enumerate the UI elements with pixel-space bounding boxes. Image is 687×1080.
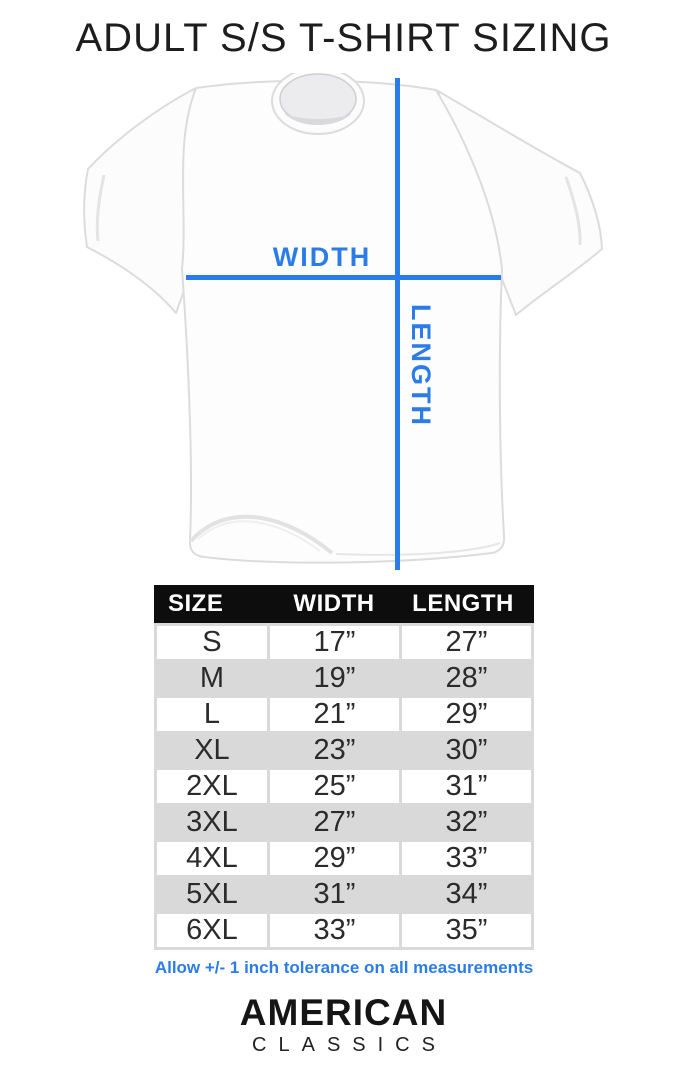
cell-width: 21” [269, 698, 399, 731]
cell-width: 17” [269, 626, 399, 659]
table-row: L 21” 29” [157, 698, 531, 731]
hem-fold-line [189, 514, 334, 555]
tshirt-right-sleeve [437, 90, 603, 316]
tshirt-graphic [83, 73, 603, 564]
cell-length: 35” [401, 914, 531, 947]
cell-length: 30” [401, 734, 531, 767]
table-row: 4XL 29” 33” [157, 842, 531, 875]
table-row: 6XL 33” 35” [157, 914, 531, 947]
cell-length: 28” [401, 662, 531, 695]
cell-size: L [157, 698, 267, 731]
cell-width: 33” [269, 914, 399, 947]
cell-width: 29” [269, 842, 399, 875]
tshirt-body [181, 79, 506, 564]
cell-width: 25” [269, 770, 399, 803]
tshirt-left-sleeve [83, 88, 213, 314]
cell-length: 34” [401, 878, 531, 911]
cell-width: 19” [269, 662, 399, 695]
cell-size: S [157, 626, 267, 659]
cell-width: 31” [269, 878, 399, 911]
left-cuff-line [95, 174, 106, 242]
cell-length: 31” [401, 770, 531, 803]
cell-size: 3XL [157, 806, 267, 839]
size-table: S 17” 27” M 19” 28” L 21” 29” XL 23” 30”… [154, 623, 534, 950]
table-row: S 17” 27” [157, 626, 531, 659]
cell-size: 6XL [157, 914, 267, 947]
column-header-width: WIDTH [293, 590, 375, 617]
hem-fold-inner-line [197, 520, 321, 552]
cell-length: 29” [401, 698, 531, 731]
cell-size: 2XL [157, 770, 267, 803]
cell-size: M [157, 662, 267, 695]
size-chart: SIZE WIDTH LENGTH S 17” 27” M 19” 28” L … [154, 585, 534, 950]
collar-shadow [284, 113, 352, 125]
column-header-size: SIZE [168, 590, 224, 617]
cell-length: 27” [401, 626, 531, 659]
cell-size: 4XL [157, 842, 267, 875]
table-row: 5XL 31” 34” [157, 878, 531, 911]
cell-length: 33” [401, 842, 531, 875]
width-measure-line [186, 275, 501, 280]
cell-size: 5XL [157, 878, 267, 911]
brand-line-american: AMERICAN [239, 992, 448, 1033]
tolerance-note: Allow +/- 1 inch tolerance on all measur… [154, 958, 534, 977]
width-label: WIDTH [272, 242, 372, 272]
tshirt-diagram: WIDTH LENGTH [74, 73, 614, 578]
brand-line-classics: CLASSICS [252, 1034, 447, 1056]
hem-stitch-line [335, 542, 501, 556]
cell-size: XL [157, 734, 267, 767]
length-label: LENGTH [406, 304, 436, 427]
page-title: ADULT S/S T-SHIRT SIZING [75, 16, 612, 60]
table-row: XL 23” 30” [157, 734, 531, 767]
table-row: M 19” 28” [157, 662, 531, 695]
cell-width: 23” [269, 734, 399, 767]
brand-logo: AMERICAN CLASSICS [0, 994, 687, 1055]
right-cuff-line [564, 176, 582, 246]
cell-length: 32” [401, 806, 531, 839]
table-row: 3XL 27” 32” [157, 806, 531, 839]
column-header-length: LENGTH [412, 590, 514, 617]
cell-width: 27” [269, 806, 399, 839]
size-chart-header: SIZE WIDTH LENGTH [154, 585, 534, 623]
length-measure-line [395, 78, 400, 570]
table-row: 2XL 25” 31” [157, 770, 531, 803]
